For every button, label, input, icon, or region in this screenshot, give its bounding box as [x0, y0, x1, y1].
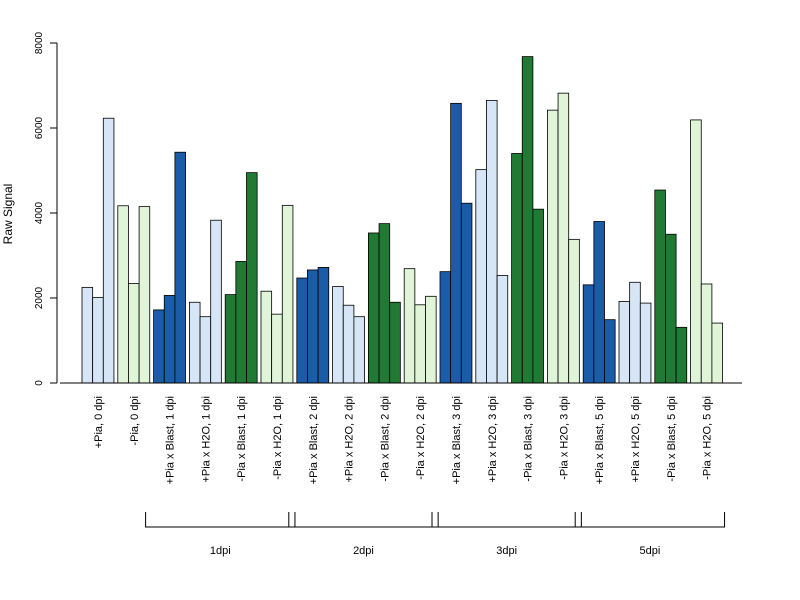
bar	[224, 294, 237, 384]
group-bracket	[145, 512, 296, 528]
bar	[332, 286, 344, 384]
group-label: 5dpi	[639, 545, 660, 557]
bar	[532, 208, 544, 384]
y-tick-label: 4000	[34, 201, 45, 224]
bar	[199, 316, 212, 384]
category-label: +Pia x H2O, 5 dpi	[630, 396, 642, 483]
category-label: -Pia x H2O, 1 dpi	[272, 396, 284, 480]
category-label: -Pia x H2O, 5 dpi	[702, 396, 714, 480]
bar	[378, 223, 391, 384]
bar	[475, 169, 487, 384]
bar	[271, 313, 283, 384]
bar	[618, 300, 631, 384]
bar	[296, 277, 308, 384]
bar	[629, 281, 641, 384]
bar	[521, 56, 534, 384]
bar	[260, 290, 273, 384]
y-tick-label: 8000	[34, 31, 45, 54]
bar	[281, 204, 294, 384]
group-brackets: 1dpi 2dpi 3dpi 5dpi	[145, 512, 726, 557]
bar	[246, 172, 258, 384]
category-label: -Pia x H2O, 2 dpi	[415, 396, 427, 480]
bars	[81, 56, 723, 384]
category-label: -Pia x Blast, 5 dpi	[666, 396, 678, 482]
category-label: -Pia x H2O, 3 dpi	[558, 396, 570, 480]
bar	[403, 268, 416, 384]
bar	[138, 206, 151, 384]
bar	[317, 266, 330, 384]
category-label: +Pia x Blast, 5 dpi	[594, 396, 606, 484]
bar	[414, 304, 426, 384]
bar	[353, 316, 365, 384]
category-label: +Pia x H2O, 2 dpi	[344, 396, 356, 483]
bar	[210, 219, 222, 384]
bar	[593, 221, 605, 384]
bar	[367, 232, 380, 384]
bar	[389, 301, 401, 384]
bar	[425, 295, 437, 384]
bar	[460, 202, 473, 384]
y-tick-label: 6000	[34, 116, 45, 139]
category-label: +Pia x Blast, 3 dpi	[451, 396, 463, 484]
bar	[117, 205, 129, 384]
category-label: +Pia x Blast, 1 dpi	[165, 396, 177, 484]
category-label: +Pia x H2O, 1 dpi	[200, 396, 212, 483]
y-tick-label: 0	[34, 380, 45, 386]
bar	[582, 284, 595, 384]
bar	[711, 322, 723, 384]
bar	[81, 286, 94, 384]
bar	[128, 283, 140, 384]
bar	[153, 309, 165, 384]
category-label: -Pia x Blast, 1 dpi	[236, 396, 248, 482]
group-bracket	[288, 512, 439, 528]
bar	[639, 302, 652, 384]
bar	[174, 151, 186, 384]
bar	[547, 109, 559, 384]
bar	[700, 283, 713, 384]
bar	[163, 295, 176, 384]
bar	[342, 304, 355, 384]
bar	[604, 319, 616, 384]
group-label: 2dpi	[353, 545, 374, 557]
bar	[486, 99, 498, 384]
bar	[557, 92, 570, 384]
bar	[235, 261, 247, 384]
bar	[307, 269, 319, 384]
bar	[511, 153, 523, 384]
bar	[439, 271, 452, 384]
category-label: +Pia x H2O, 3 dpi	[487, 396, 499, 483]
category-label: -Pia x Blast, 3 dpi	[523, 396, 535, 482]
group-label: 1dpi	[210, 545, 231, 557]
y-tick-label: 2000	[34, 286, 45, 309]
y-axis: 0 2000 4000 6000 8000	[34, 31, 58, 386]
bar	[102, 117, 115, 384]
group-bracket	[431, 512, 582, 528]
bar	[665, 233, 677, 384]
group-label: 3dpi	[496, 545, 517, 557]
category-label: -Pia, 0 dpi	[129, 396, 141, 446]
bar	[496, 275, 509, 384]
category-label: +Pia x Blast, 2 dpi	[308, 396, 320, 484]
bar	[675, 326, 688, 384]
bar	[92, 297, 104, 384]
category-labels: +Pia, 0 dpi -Pia, 0 dpi +Pia x Blast, 1 dp…	[93, 396, 714, 484]
bar	[568, 238, 580, 384]
group-bracket	[574, 512, 726, 528]
y-axis-label: Raw Signal	[1, 184, 15, 245]
bar	[450, 102, 462, 384]
bar	[690, 119, 702, 384]
category-label: +Pia, 0 dpi	[93, 396, 105, 448]
bar	[188, 301, 201, 384]
bar	[654, 189, 666, 384]
category-label: -Pia x Blast, 2 dpi	[379, 396, 391, 482]
